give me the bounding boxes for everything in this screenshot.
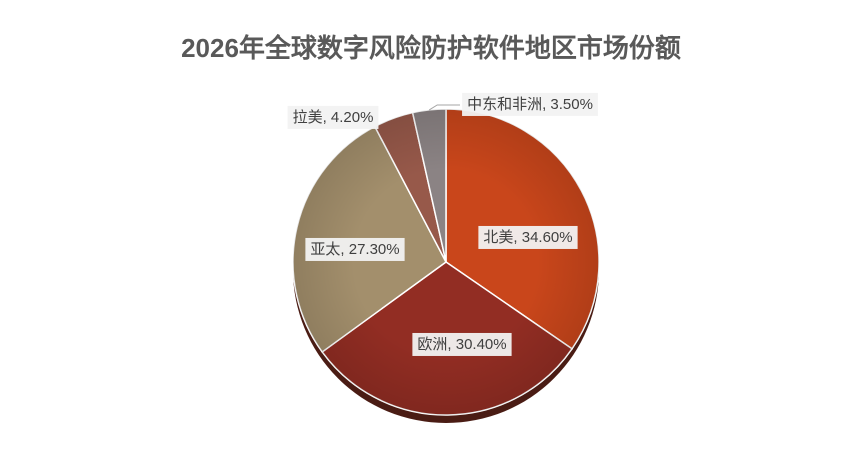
label-box	[462, 92, 598, 116]
data-label: 拉美, 4.20%	[293, 109, 374, 126]
data-label: 中东和非洲, 3.50%	[467, 96, 593, 113]
label-box	[478, 225, 578, 249]
label-box	[287, 105, 379, 129]
data-label: 亚太, 27.30%	[310, 241, 399, 258]
data-label: 欧洲, 30.40%	[417, 336, 506, 353]
label-box	[305, 237, 405, 261]
leader-line	[428, 104, 460, 111]
label-box	[412, 332, 512, 356]
data-label: 北美, 34.60%	[483, 229, 572, 246]
chart-title: 2026年全球数字风险防护软件地区市场份额	[181, 33, 681, 63]
